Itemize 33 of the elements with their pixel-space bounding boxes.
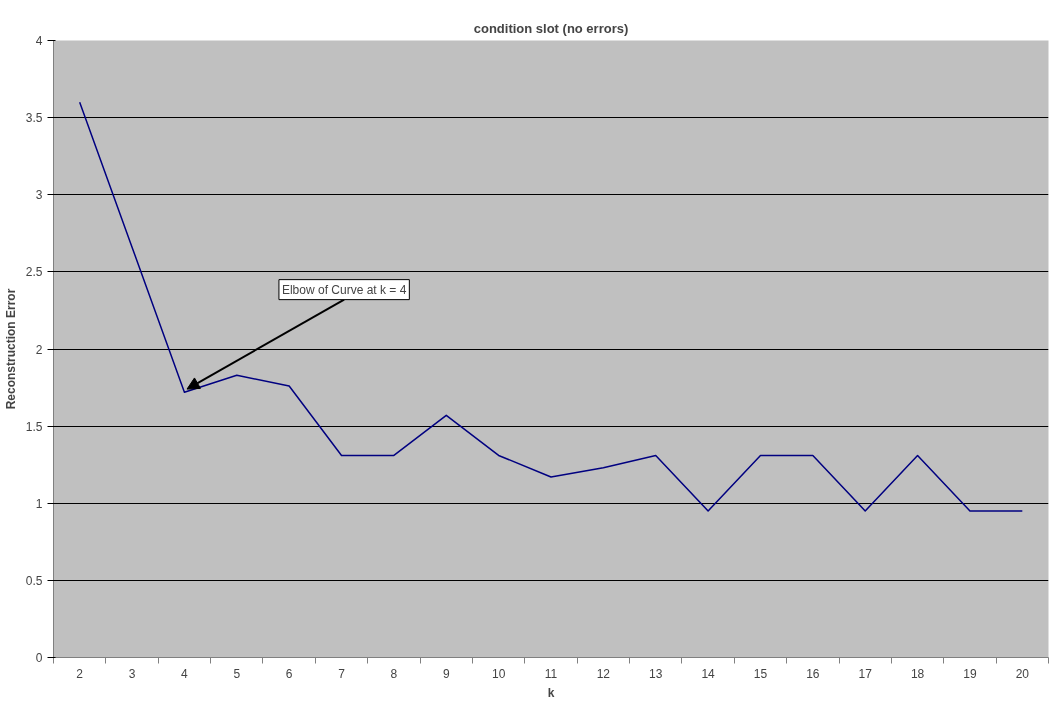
y-tick-label: 1.5 — [25, 419, 43, 434]
x-tick-label: 6 — [285, 666, 293, 681]
x-tick-label: 4 — [181, 666, 189, 681]
x-tick-label: 12 — [596, 666, 611, 681]
x-tick-label: 10 — [491, 666, 506, 681]
y-tick-label: 0 — [35, 651, 43, 665]
x-tick-label: 14 — [701, 666, 716, 681]
x-tick-label: 9 — [442, 666, 450, 681]
x-tick-label: 16 — [806, 666, 820, 681]
line-series — [78, 101, 1024, 512]
x-tick-label: 13 — [649, 666, 663, 681]
y-tick-label: 4 — [35, 34, 43, 48]
y-tick-label: 3 — [35, 188, 43, 203]
y-tick-label: 0.5 — [25, 573, 43, 588]
x-tick-label: 18 — [910, 666, 925, 681]
x-tick-label: 20 — [1015, 666, 1030, 681]
x-tick-label: 15 — [753, 666, 768, 681]
x-tick-label: 5 — [233, 666, 241, 681]
x-tick-label: 2 — [76, 666, 84, 681]
y-axis-title: Reconstruction Error — [3, 288, 18, 410]
y-tick-label: 2 — [35, 342, 43, 357]
x-tick-label: 3 — [128, 666, 136, 681]
x-axis-title: k — [547, 685, 555, 700]
x-tick-label: 8 — [390, 666, 398, 681]
y-tick-label: 3.5 — [25, 111, 43, 126]
x-tick-label: 17 — [858, 666, 873, 681]
x-tick-label: 19 — [963, 666, 977, 681]
annotation: Elbow of Curve at k = 4 — [281, 282, 407, 297]
x-tick-label: 11 — [544, 666, 558, 681]
chart-title: condition slot (no errors) — [473, 20, 629, 36]
y-tick-label: 2.5 — [25, 265, 43, 280]
y-tick-label: 1 — [35, 496, 43, 511]
x-tick-label: 7 — [338, 666, 346, 681]
